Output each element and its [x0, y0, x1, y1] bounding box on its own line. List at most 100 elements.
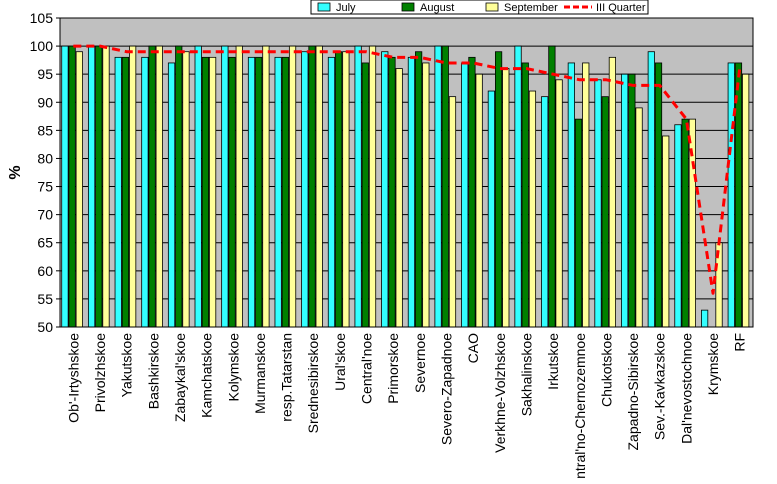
bar-july — [302, 52, 308, 327]
x-tick-label: Ural'skoe — [332, 333, 348, 391]
y-tick-label: 50 — [37, 319, 53, 335]
bar-july — [488, 91, 494, 327]
x-tick-label: resp.Tatarstan — [279, 333, 295, 422]
bar-august — [69, 46, 75, 327]
bar-september — [76, 52, 82, 327]
x-tick-label: Sev.-Kavkazskoe — [652, 333, 668, 440]
bar-july — [728, 63, 734, 327]
legend-swatch — [402, 3, 414, 11]
x-tick-label: Dal'nevostochnoe — [678, 333, 694, 444]
bar-august — [122, 57, 128, 327]
x-tick-label: Zapadno-Sibirskoe — [625, 333, 641, 451]
bar-september — [423, 63, 429, 327]
bar-september — [609, 57, 615, 327]
y-tick-label: 75 — [37, 179, 53, 195]
bar-august — [282, 57, 288, 327]
x-tick-label: Chukotskoe — [598, 333, 614, 407]
x-tick-label: Primorskoe — [385, 333, 401, 404]
bar-august — [202, 57, 208, 327]
bar-september — [263, 46, 269, 327]
x-tick-label: Srednesibirskoe — [305, 333, 321, 434]
x-tick-label: Verkhne-Volzhskoe — [492, 333, 508, 453]
bar-august — [149, 46, 155, 327]
x-tick-label: Sakhalinskoe — [518, 333, 534, 416]
bar-july — [355, 46, 361, 327]
y-tick-label: 100 — [30, 38, 54, 54]
x-tick-label: Privolzhskoe — [92, 333, 108, 413]
bar-august — [415, 52, 421, 327]
bar-july — [382, 52, 388, 327]
bar-september — [209, 57, 215, 327]
y-tick-label: 80 — [37, 150, 53, 166]
bar-august — [389, 57, 395, 327]
bar-july — [515, 46, 521, 327]
bar-august — [362, 63, 368, 327]
bar-september — [396, 69, 402, 327]
bar-august — [442, 46, 448, 327]
bar-september — [476, 74, 482, 327]
bar-august — [629, 74, 635, 327]
bar-august — [176, 46, 182, 327]
bar-august — [495, 52, 501, 327]
bar-july — [568, 63, 574, 327]
x-tick-label: Central'noe — [359, 333, 375, 404]
legend-label: August — [420, 2, 454, 14]
y-tick-label: 90 — [37, 94, 53, 110]
bar-august — [575, 119, 581, 327]
legend-swatch — [318, 3, 330, 11]
bar-september — [503, 69, 509, 327]
bar-september — [556, 80, 562, 327]
bar-july — [408, 57, 414, 327]
bar-september — [183, 52, 189, 327]
bar-july — [248, 57, 254, 327]
bar-august — [256, 57, 262, 327]
bar-september — [583, 63, 589, 327]
bar-august — [602, 97, 608, 327]
x-tick-label: Kamchatskoe — [199, 333, 215, 418]
bar-july — [195, 46, 201, 327]
x-tick-label: Zabaykal'skoe — [172, 333, 188, 422]
bar-september — [103, 46, 109, 327]
x-tick-label: Bashkirskoe — [145, 333, 161, 409]
y-tick-label: 70 — [37, 207, 53, 223]
bar-july — [222, 46, 228, 327]
bar-september — [369, 46, 375, 327]
bar-september — [636, 108, 642, 327]
bar-september — [316, 46, 322, 327]
bar-july — [541, 97, 547, 327]
y-tick-label: 55 — [37, 291, 53, 307]
bar-august — [229, 57, 235, 327]
bar-september — [663, 136, 669, 327]
legend-label: July — [336, 2, 356, 14]
x-tick-label: Ob'-Irtyshskoe — [65, 333, 81, 423]
bar-september — [289, 46, 295, 327]
y-tick-label: 65 — [37, 235, 53, 251]
bar-september — [449, 97, 455, 327]
bar-july — [142, 57, 148, 327]
bar-july — [675, 125, 681, 327]
y-tick-label: 60 — [37, 263, 53, 279]
bar-september — [742, 74, 748, 327]
bar-july — [168, 63, 174, 327]
x-tick-label: RF — [732, 333, 748, 352]
bar-july — [595, 80, 601, 327]
bar-july — [462, 63, 468, 327]
y-tick-label: 95 — [37, 66, 53, 82]
y-tick-label: 85 — [37, 122, 53, 138]
bar-september — [529, 91, 535, 327]
bar-july — [621, 74, 627, 327]
bar-august — [309, 46, 315, 327]
legend-label: III Quarter — [596, 2, 646, 14]
bar-september — [156, 46, 162, 327]
bar-august — [549, 46, 555, 327]
bar-july — [648, 52, 654, 327]
plot-area — [60, 18, 753, 327]
bar-september — [343, 52, 349, 327]
bar-july — [328, 57, 334, 327]
bar-august — [96, 46, 102, 327]
bar-september — [236, 46, 242, 327]
bar-july — [435, 46, 441, 327]
